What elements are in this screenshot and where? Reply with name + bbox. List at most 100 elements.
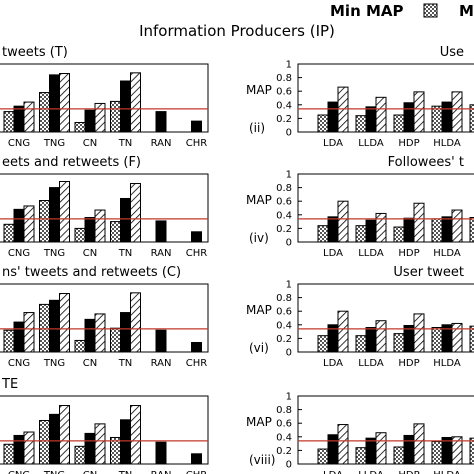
bar-hdp-s3 xyxy=(413,313,425,353)
bar-tng-s1 xyxy=(39,303,50,353)
bar-hlda-s1 xyxy=(431,441,443,465)
x-tick-label: RAN xyxy=(151,248,172,259)
chart-panel-5: ns' tweets and retweets (C) CNG TNG CN TN RAN… xyxy=(0,265,209,369)
bar-cng-s3 xyxy=(23,431,35,465)
x-tick-label: HLDA xyxy=(433,138,461,149)
bar-cng-s2 xyxy=(13,105,25,133)
x-tick-label: LDA xyxy=(323,358,343,369)
x-tick-label: CN xyxy=(83,470,97,474)
bar-hdp-s1 xyxy=(393,226,405,243)
bar-cn-s1 xyxy=(74,121,86,133)
bar-hlda-s2 xyxy=(441,216,453,243)
bar-cng-s2 xyxy=(13,321,25,353)
x-tick-label: HDP xyxy=(398,138,419,149)
chart-panel-3: eets and retweets (F) CNG TNG CN TN RAN CHR xyxy=(0,155,209,259)
y-tick-label: 0.2 xyxy=(276,334,292,345)
x-tick-label: LDA xyxy=(323,470,343,474)
bar-llda-s3 xyxy=(375,320,387,353)
bar-tn-s2 xyxy=(120,80,131,133)
bar-lda-s3 xyxy=(337,310,349,353)
bar-cn-s3 xyxy=(94,313,106,353)
bar-llda-s1 xyxy=(355,225,367,243)
panel-number: (viii) xyxy=(249,453,275,467)
bar-llda-s3 xyxy=(375,96,387,133)
x-tick-label: LDA xyxy=(323,248,343,259)
bar-cng-s3 xyxy=(23,205,35,243)
bar-lda-s3 xyxy=(337,86,349,133)
bar-hlda-s3 xyxy=(451,91,463,133)
legend-min-swatch xyxy=(423,3,438,18)
bar-tn-s3 xyxy=(130,183,141,243)
bar-llda-s2 xyxy=(365,327,377,353)
x-tick-label: CN xyxy=(83,138,97,149)
x-tick-label: CN xyxy=(83,358,97,369)
bar-cng-s1 xyxy=(3,443,15,465)
bar-tng-s2 xyxy=(49,299,60,353)
bar-hlda-s1 xyxy=(431,218,443,243)
bar-tn-s2 xyxy=(120,312,131,353)
panel-title: tweets (T) xyxy=(2,45,68,60)
bar-ran-s2 xyxy=(155,329,167,353)
bar-cng-s3 xyxy=(23,312,35,353)
bar-hdp-s2 xyxy=(403,217,415,243)
bar-hdp-s3 xyxy=(413,91,425,133)
bar-hdp-s2 xyxy=(403,102,415,133)
bar-tn-s2 xyxy=(120,419,131,465)
bar-hlda-s1 xyxy=(431,327,443,353)
x-tick-label: HLDA xyxy=(433,470,461,474)
chart-panel-4: Followees' t 0 0.2 0.4 0.6 0.8 1 MAP (iv) LDA LLDA… xyxy=(246,155,474,259)
bar-tng-s3 xyxy=(59,180,70,243)
bar-cn-s2 xyxy=(84,109,96,133)
bar-ran-s2 xyxy=(155,111,167,133)
x-tick-label: TN xyxy=(118,470,133,474)
y-tick-label: 0 xyxy=(286,460,292,471)
bar-llda-s3 xyxy=(375,212,387,243)
plot-frame xyxy=(297,63,474,133)
bar-bt-s1 xyxy=(469,217,474,243)
y-tick-label: 0.2 xyxy=(276,224,292,235)
x-tick-label: HDP xyxy=(398,248,419,259)
bar-llda-s1 xyxy=(355,447,367,465)
panel-number: (iv) xyxy=(249,231,269,245)
bar-lda-s1 xyxy=(317,225,329,243)
x-tick-label: CNG xyxy=(8,138,30,149)
bar-cn-s3 xyxy=(94,423,106,465)
y-tick-label: 0 xyxy=(286,128,292,139)
bar-llda-s3 xyxy=(375,432,387,465)
bar-hlda-s3 xyxy=(451,322,463,353)
y-tick-label: 1 xyxy=(286,170,292,181)
bar-lda-s1 xyxy=(317,114,329,133)
bar-tng-s2 xyxy=(49,413,60,465)
y-axis-label: MAP xyxy=(246,83,272,97)
x-tick-label: TN xyxy=(118,138,133,149)
bar-bt-s1 xyxy=(469,325,474,353)
bar-chr-s2 xyxy=(191,231,202,243)
y-tick-label: 0.8 xyxy=(276,183,292,194)
bar-lda-s1 xyxy=(317,335,329,353)
bar-cn-s2 xyxy=(84,432,96,465)
y-tick-label: 0.2 xyxy=(276,446,292,457)
bar-tn-s1 xyxy=(110,221,121,243)
x-tick-label: HLDA xyxy=(433,358,461,369)
legend-min-label: Min MAP xyxy=(330,2,404,20)
y-axis-label: MAP xyxy=(246,303,272,317)
x-tick-label: LLDA xyxy=(358,470,384,474)
panel-title: eets and retweets (F) xyxy=(2,155,141,170)
plot-frame xyxy=(297,395,474,465)
bar-tng-s1 xyxy=(39,419,50,465)
plot-frame xyxy=(297,283,474,353)
x-tick-label: CNG xyxy=(8,248,30,259)
y-tick-label: 0.8 xyxy=(276,405,292,416)
bar-llda-s2 xyxy=(365,219,377,243)
bar-llda-s1 xyxy=(355,335,367,353)
x-tick-label: CHR xyxy=(186,358,208,369)
bar-lda-s1 xyxy=(317,448,329,465)
bar-hlda-s1 xyxy=(431,105,443,133)
bar-hlda-s2 xyxy=(441,101,453,133)
bar-cn-s1 xyxy=(74,445,86,465)
bar-tng-s1 xyxy=(39,92,50,133)
x-tick-label: CNG xyxy=(8,358,30,369)
